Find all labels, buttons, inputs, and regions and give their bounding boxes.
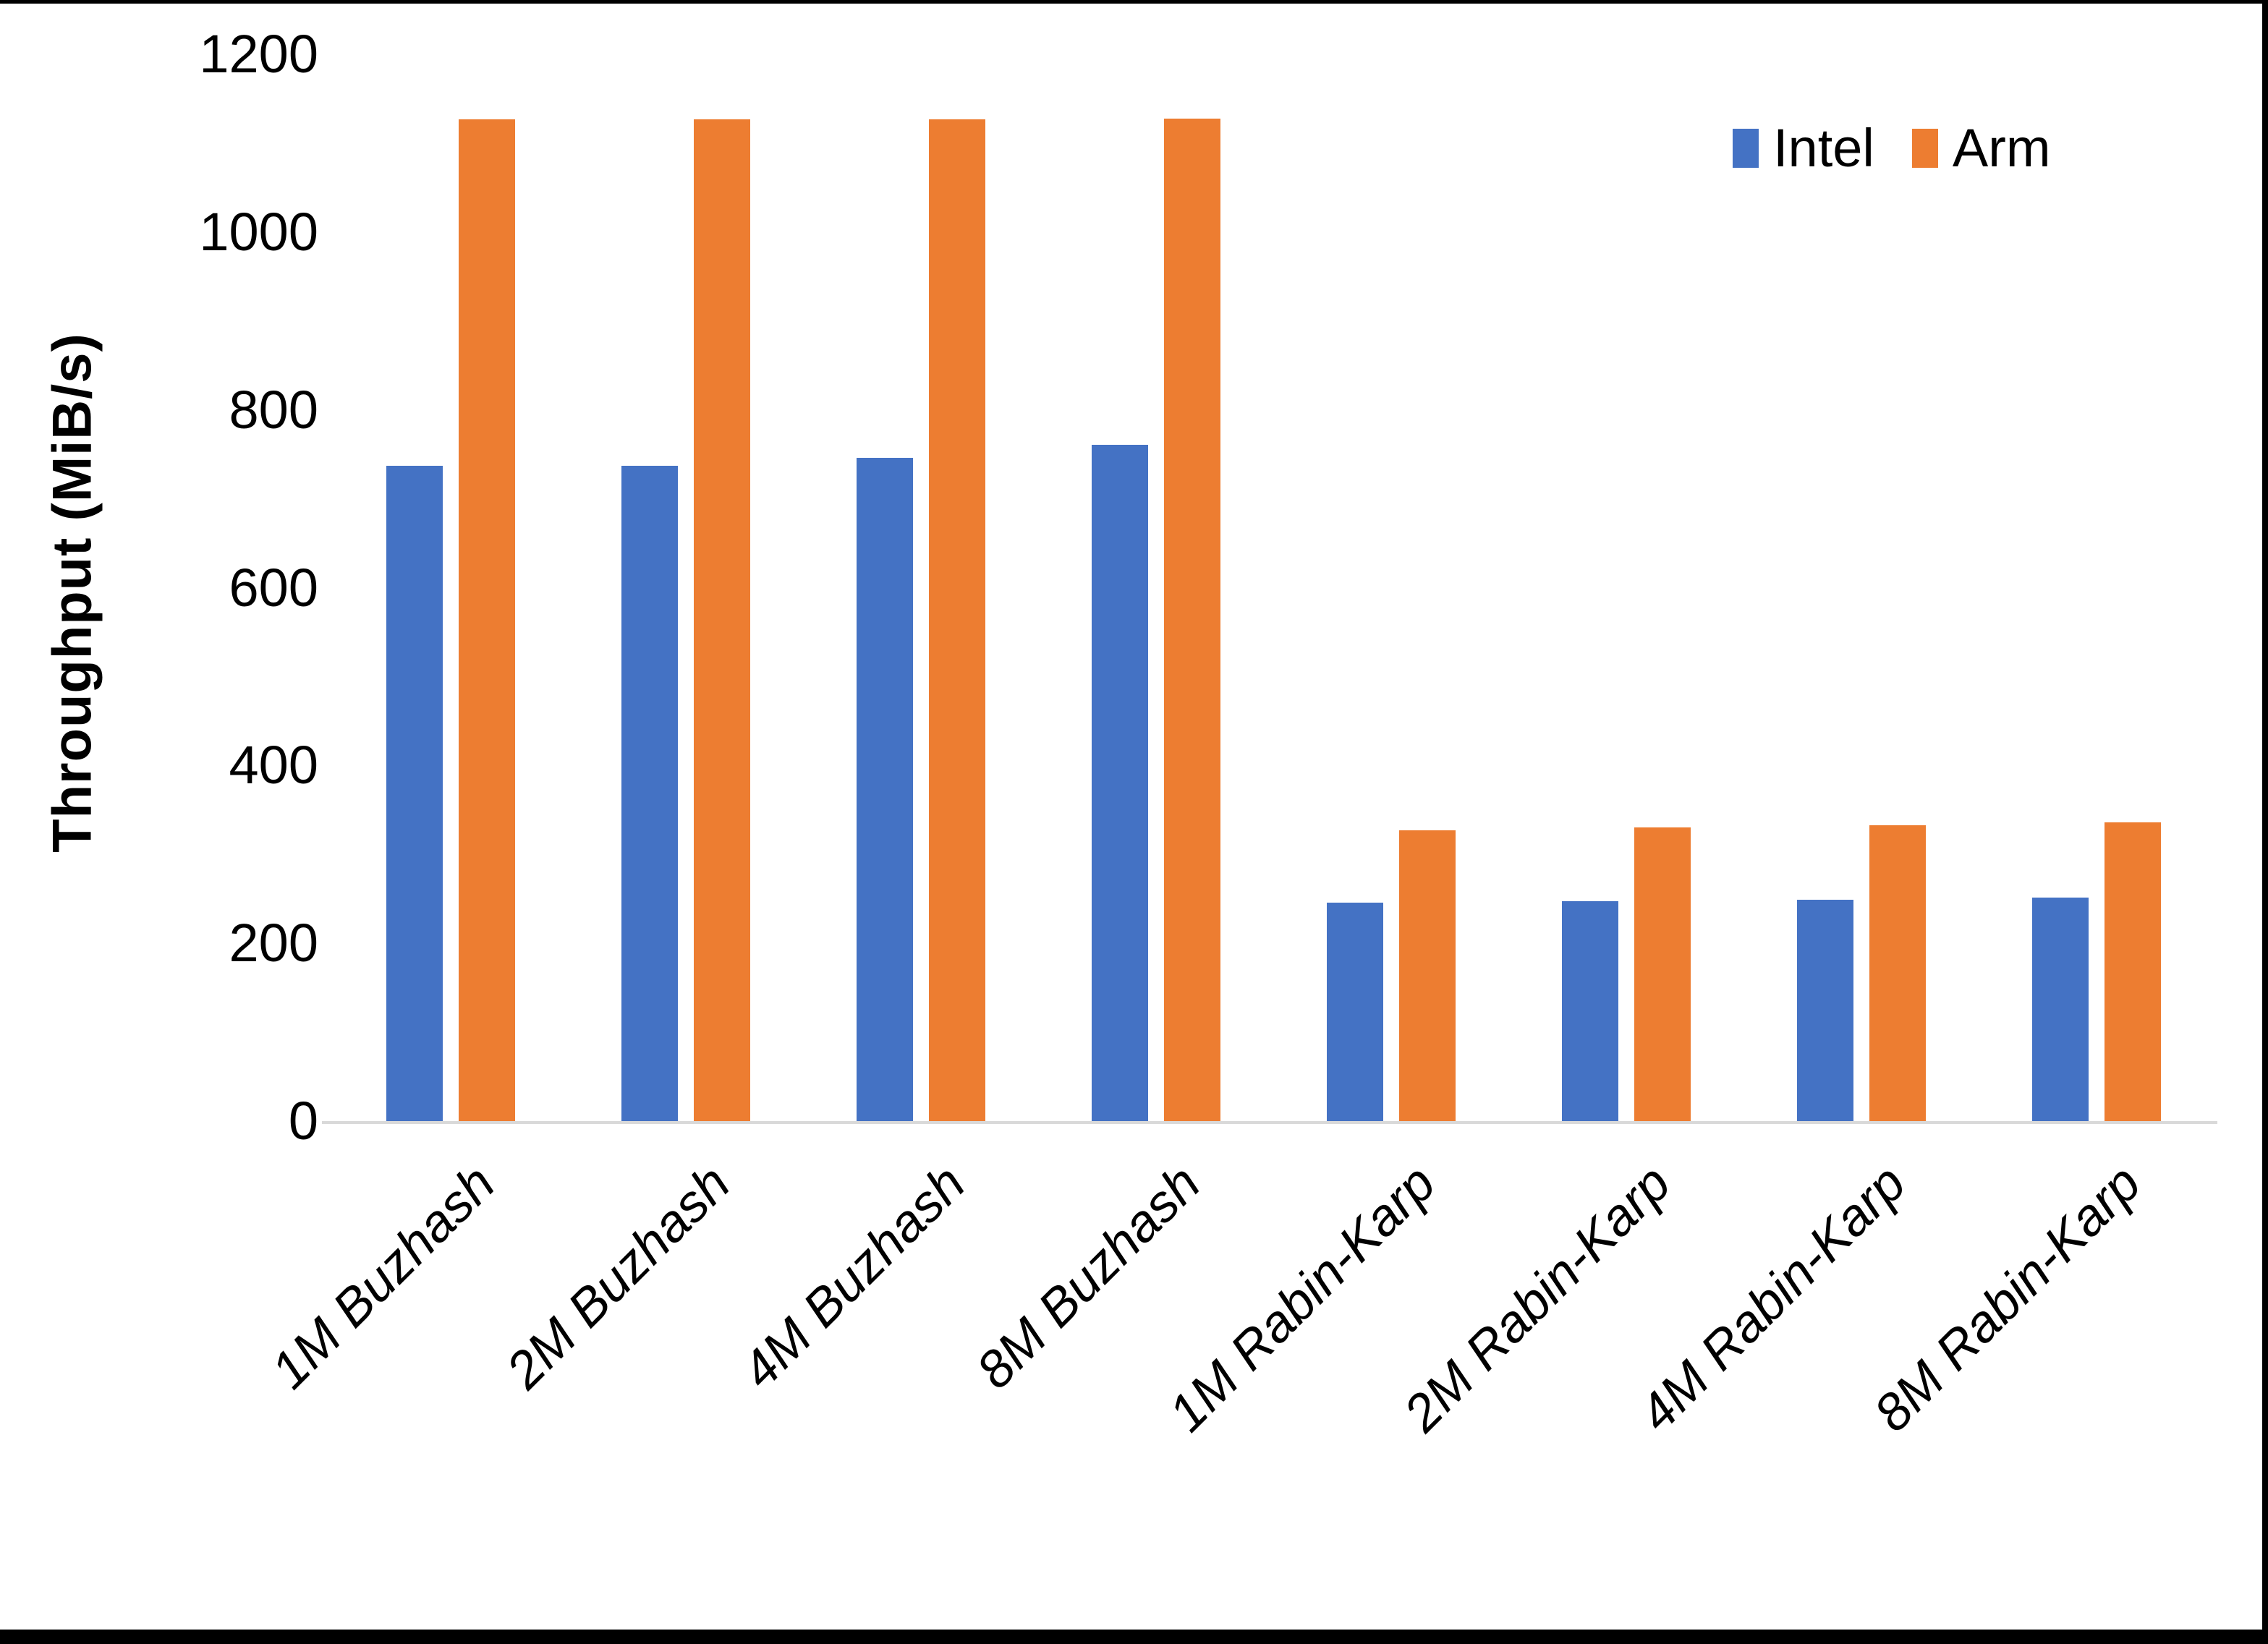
legend: Intel Arm [1733, 122, 2051, 175]
arm-bar-4m-rabin-karp [1869, 825, 1926, 1121]
intel-bar-4m-rabin-karp [1796, 899, 1853, 1121]
intel-bar-2m-rabin-karp [1561, 901, 1618, 1121]
y-tick-label: 200 [229, 913, 318, 974]
intel-bar-8m-buzhash [1091, 444, 1148, 1121]
arm-bar-1m-buzhash [458, 119, 515, 1121]
arm-bar-8m-buzhash [1163, 118, 1220, 1121]
y-tick-label: 400 [229, 735, 318, 796]
x-category-label: 4M Buzhash [731, 1154, 977, 1400]
x-axis-line [322, 1121, 2217, 1124]
intel-bar-1m-rabin-karp [1326, 902, 1383, 1121]
arm-bar-1m-rabin-karp [1398, 830, 1456, 1121]
y-tick-label: 800 [229, 379, 318, 440]
intel-bar-1m-buzhash [386, 466, 443, 1121]
y-tick-label: 1200 [199, 24, 318, 84]
intel-bar-4m-buzhash [856, 458, 913, 1121]
intel-series-swatch-icon [1733, 129, 1759, 168]
arm-bar-8m-rabin-karp [2104, 822, 2161, 1121]
legend-item-arm: Arm [1911, 118, 2051, 178]
page-edge-right [2262, 0, 2268, 1644]
x-category-label: 8M Buzhash [966, 1154, 1212, 1400]
y-tick-label: 1000 [199, 201, 318, 262]
page-edge-bottom [0, 1630, 2268, 1644]
legend-label-intel: Intel [1773, 118, 1874, 178]
arm-bar-4m-buzhash [928, 119, 985, 1121]
y-tick-label: 0 [288, 1091, 318, 1151]
arm-bar-2m-rabin-karp [1634, 827, 1691, 1121]
arm-bar-2m-buzhash [693, 119, 750, 1121]
y-tick-label: 600 [229, 557, 318, 618]
x-category-label: 1M Buzhash [260, 1154, 506, 1400]
intel-bar-2m-buzhash [621, 466, 678, 1121]
legend-label-arm: Arm [1952, 118, 2051, 178]
x-category-label: 2M Buzhash [496, 1154, 742, 1400]
arm-series-swatch-icon [1911, 129, 1938, 168]
intel-bar-8m-rabin-karp [2031, 898, 2089, 1121]
legend-item-intel: Intel [1733, 122, 1874, 175]
page-edge-top [0, 0, 2268, 4]
